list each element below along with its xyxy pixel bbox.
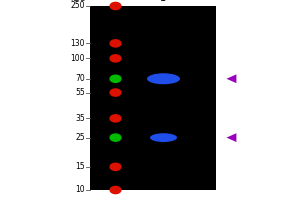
Text: 70: 70 bbox=[75, 74, 85, 83]
Text: 25: 25 bbox=[75, 133, 85, 142]
Text: 10: 10 bbox=[75, 186, 85, 194]
Text: 15: 15 bbox=[75, 162, 85, 171]
Text: 100: 100 bbox=[70, 54, 85, 63]
Text: 250: 250 bbox=[70, 1, 85, 10]
Text: 55: 55 bbox=[75, 88, 85, 97]
Text: 35: 35 bbox=[75, 114, 85, 123]
Text: kDa: kDa bbox=[70, 0, 85, 3]
Text: 1: 1 bbox=[160, 0, 166, 3]
Text: 130: 130 bbox=[70, 39, 85, 48]
